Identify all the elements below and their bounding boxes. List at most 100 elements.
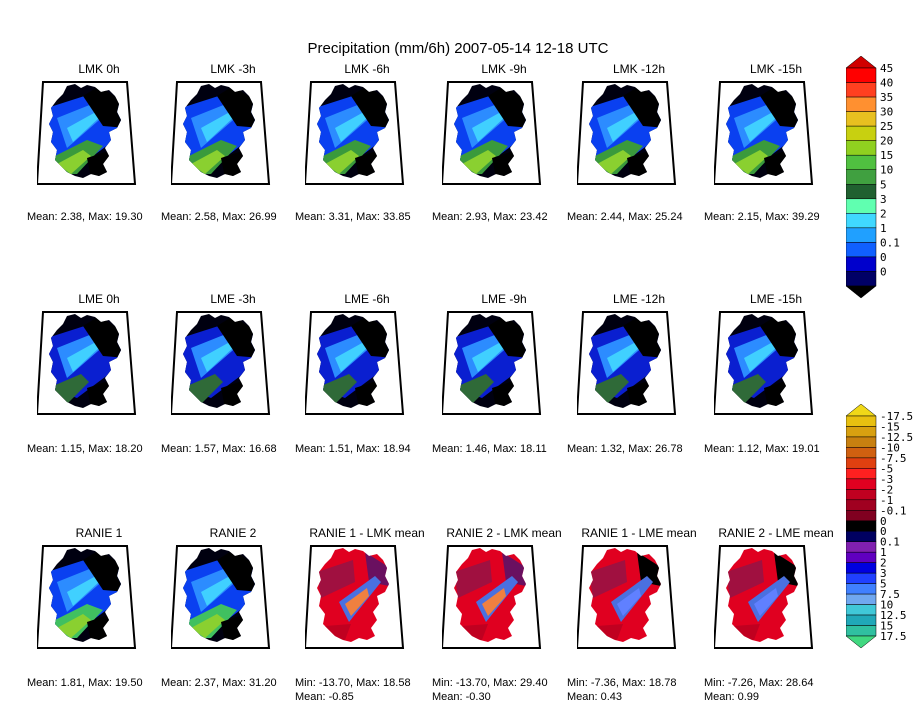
colorbar-tick-label: 0 — [880, 265, 887, 278]
panel-title: LMK -9h — [481, 62, 527, 76]
colorbar-tick-label: -1 — [880, 494, 893, 507]
colorbar-tick-label: 3 — [880, 193, 887, 206]
colorbar-swatch — [846, 82, 877, 98]
statistics-line: Mean: -0.30 — [432, 691, 491, 703]
panel-statistics: Min: -7.36, Max: 18.78 Mean: 0.43 — [567, 676, 717, 704]
rain-field — [201, 338, 237, 372]
dry-area — [83, 316, 121, 358]
panel-statistics: Mean: 1.51, Max: 18.94 — [295, 442, 445, 456]
panel-title: RANIE 2 - LMK mean — [446, 526, 562, 540]
colorbar-tick-label: 1 — [880, 222, 887, 235]
colorbar-tick-label: 1 — [880, 546, 887, 559]
colorbar-swatch — [846, 426, 877, 438]
statistics-line: Mean: 1.51, Max: 18.94 — [295, 443, 411, 455]
statistics-line: Mean: 1.12, Max: 19.01 — [704, 443, 820, 455]
statistics-line: Mean: 1.15, Max: 18.20 — [27, 443, 143, 455]
colorbar-swatch — [846, 530, 877, 542]
colorbar-swatch — [846, 635, 877, 649]
panel-title: LME -3h — [210, 292, 256, 306]
panel-statistics: Mean: 1.81, Max: 19.50 — [27, 676, 177, 690]
colorbar-tick-label: -2 — [880, 483, 893, 496]
precipitation-map — [37, 311, 137, 415]
colorbar-swatch — [846, 510, 877, 522]
precipitation-map — [442, 81, 542, 185]
colorbar-swatch — [846, 184, 877, 200]
colorbar-tick-label: 40 — [880, 77, 893, 90]
rain-field — [472, 338, 508, 372]
dry-area — [351, 86, 389, 128]
colorbar-tick-label: -15 — [880, 420, 900, 433]
colorbar-swatch — [846, 242, 877, 258]
colorbar-tick-label: 0 — [880, 525, 887, 538]
colorbar-swatch — [846, 457, 877, 469]
dry-area — [83, 86, 121, 128]
colorbar-tick-label: 0.1 — [880, 236, 900, 249]
rain-core — [187, 374, 223, 404]
colorbar-swatch — [846, 583, 877, 595]
colorbar-swatch — [846, 489, 877, 501]
rain-core — [325, 150, 359, 174]
rain-field — [201, 108, 237, 142]
colorbar-swatch — [846, 541, 877, 553]
precipitation-map — [442, 545, 542, 649]
precipitation-map — [714, 545, 814, 649]
precipitation-map — [305, 311, 405, 415]
rain-core — [734, 150, 768, 174]
dry-area — [351, 316, 389, 358]
precipitation-map — [37, 545, 137, 649]
dry-area — [488, 316, 526, 358]
colorbar-swatch — [846, 404, 877, 417]
colorbar-swatch — [846, 478, 877, 490]
panel-statistics: Mean: 1.12, Max: 19.01 — [704, 442, 854, 456]
colorbar-tick-label: -10 — [880, 441, 900, 454]
colorbar-swatch — [846, 67, 877, 83]
difference-field — [774, 552, 798, 586]
colorbar-swatch — [846, 198, 877, 214]
colorbar-swatch — [846, 154, 877, 170]
precipitation-map — [577, 545, 677, 649]
statistics-line: Min: -7.36, Max: 18.78 — [567, 677, 677, 689]
panel-title: RANIE 1 - LME mean — [581, 526, 697, 540]
colorbar-tick-label: -17.5 — [880, 410, 913, 423]
panel-statistics: Mean: 2.38, Max: 19.30 — [27, 210, 177, 224]
colorbar-tick-label: 7.5 — [880, 588, 900, 601]
panel-statistics: Mean: 1.15, Max: 18.20 — [27, 442, 177, 456]
rain-core — [57, 614, 91, 638]
colorbar-swatch — [846, 111, 877, 127]
panel-statistics: Min: -7.26, Max: 28.64 Mean: 0.99 — [704, 676, 854, 704]
rain-core — [458, 374, 494, 404]
rain-core — [730, 374, 766, 404]
precipitation-map — [305, 81, 405, 185]
colorbar-tick-label: 35 — [880, 91, 893, 104]
colorbar-swatch — [846, 572, 877, 584]
statistics-line: Mean: 1.81, Max: 19.50 — [27, 677, 143, 689]
colorbar-swatch — [846, 96, 877, 112]
difference-field — [317, 560, 355, 598]
colorbar-swatch — [846, 227, 877, 243]
dry-area — [623, 316, 661, 358]
panel-statistics: Min: -13.70, Max: 29.40 Mean: -0.30 — [432, 676, 582, 704]
statistics-line: Mean: 2.58, Max: 26.99 — [161, 211, 277, 223]
colorbar-swatch — [846, 140, 877, 156]
precipitation-map — [577, 81, 677, 185]
rain-core — [597, 150, 631, 174]
colorbar-tick-label: 20 — [880, 135, 893, 148]
colorbar-swatch — [846, 285, 877, 299]
difference-colorbar: -17.5-15-12.5-10-7.5-5-3-2-1-0.1000.1123… — [846, 404, 913, 649]
dry-area — [623, 86, 661, 128]
colorbar-swatch — [846, 436, 877, 448]
difference-field — [454, 560, 492, 598]
rain-core — [57, 150, 91, 174]
precipitation-map — [171, 545, 271, 649]
difference-field — [726, 560, 764, 598]
dry-area — [760, 86, 798, 128]
rain-field — [201, 572, 237, 606]
panel-statistics: Mean: 1.57, Max: 16.68 — [161, 442, 311, 456]
rain-core — [191, 150, 225, 174]
panel-statistics: Mean: 2.93, Max: 23.42 — [432, 210, 582, 224]
colorbar-swatch — [846, 271, 877, 287]
statistics-line: Mean: -0.85 — [295, 691, 354, 703]
panel-title: LME -9h — [481, 292, 527, 306]
colorbar-tick-label: 10 — [880, 164, 893, 177]
